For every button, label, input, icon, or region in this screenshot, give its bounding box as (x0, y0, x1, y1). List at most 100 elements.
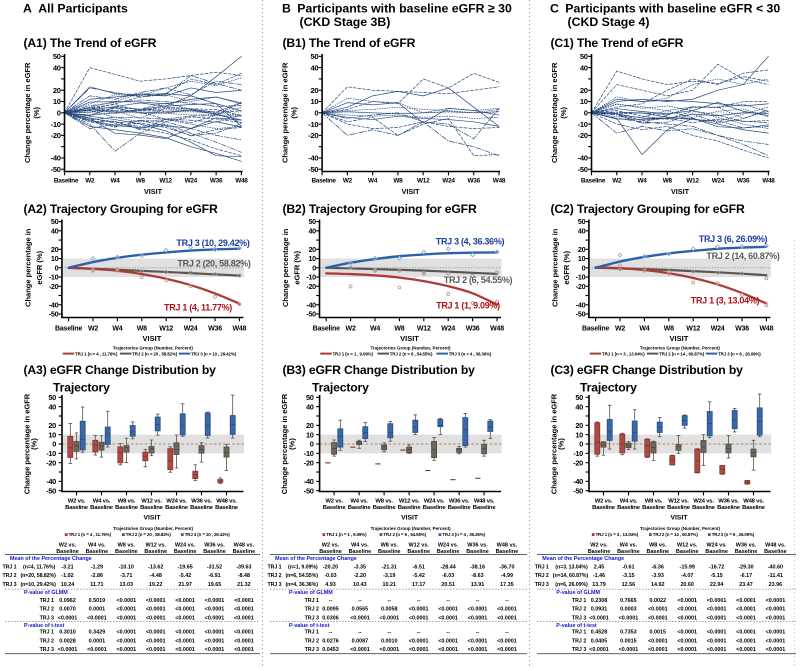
svg-text:--: -- (417, 630, 421, 636)
svg-text:20: 20 (308, 245, 316, 254)
svg-text:Change percentage in eGFR: Change percentage in eGFR (281, 62, 290, 163)
svg-text:<0.0001: <0.0001 (648, 638, 668, 644)
svg-text:Baseline: Baseline (692, 505, 716, 511)
svg-text:(n=6, 54.55%): (n=6, 54.55%) (286, 573, 319, 579)
svg-text:Baseline: Baseline (423, 505, 447, 511)
svg-text:(n=1, 9.09%): (n=1, 9.09%) (288, 564, 318, 570)
svg-text:TRJ 2 (20, 58.82%): TRJ 2 (20, 58.82%) (177, 259, 250, 269)
svg-text:-40.60: -40.60 (768, 564, 783, 570)
svg-text:Baseline: Baseline (140, 505, 164, 511)
svg-text:-20: -20 (573, 458, 583, 467)
svg-text:W24: W24 (441, 326, 455, 333)
svg-text:W24: W24 (712, 178, 725, 185)
svg-text:Baseline: Baseline (313, 326, 340, 333)
svg-text:0.0565: 0.0565 (352, 607, 369, 613)
svg-text:Baseline: Baseline (735, 549, 758, 555)
svg-text:-40: -40 (51, 154, 61, 163)
svg-text:12.56: 12.56 (622, 582, 636, 588)
svg-text:(%): (%) (32, 106, 41, 118)
svg-text:(A1) The Trend of eGFR: (A1) The Trend of eGFR (24, 36, 157, 50)
svg-text:14.92: 14.92 (651, 582, 665, 588)
svg-text:0.7353: 0.7353 (620, 630, 637, 636)
svg-text:<0.0001: <0.0001 (707, 630, 727, 636)
svg-text:W12 vs.: W12 vs. (399, 498, 420, 504)
svg-text:(n=3, 13.04%): (n=3, 13.04%) (555, 564, 588, 570)
svg-text:0: 0 (314, 109, 318, 118)
svg-text:<0.0001: <0.0001 (175, 607, 195, 613)
svg-text:TRJ 3 (n = 4 , 36.36%): TRJ 3 (n = 4 , 36.36%) (442, 532, 485, 537)
svg-text:<0.0001: <0.0001 (146, 630, 166, 636)
svg-text:P-value of GLMM: P-value of GLMM (24, 590, 68, 596)
svg-text:-10: -10 (573, 449, 583, 458)
svg-text:<0.0001: <0.0001 (146, 647, 166, 653)
svg-text:-36.70: -36.70 (499, 564, 514, 570)
svg-text:0.0962: 0.0962 (59, 598, 76, 604)
svg-text:W2: W2 (85, 178, 95, 185)
svg-text:Baseline: Baseline (592, 505, 616, 511)
svg-text:<0.0001: <0.0001 (87, 647, 107, 653)
svg-text:-4.99: -4.99 (501, 573, 513, 579)
svg-text:Baseline: Baseline (319, 549, 342, 555)
svg-text:Baseline: Baseline (348, 505, 372, 511)
svg-text:--: -- (388, 598, 392, 604)
svg-text:TRJ 1 (4, 11.77%): TRJ 1 (4, 11.77%) (164, 303, 232, 313)
svg-text:C: C (550, 2, 559, 16)
svg-text:-10: -10 (576, 273, 586, 282)
svg-text:W12: W12 (159, 326, 173, 333)
svg-text:Change percentage in eGFR: Change percentage in eGFR (23, 62, 32, 163)
svg-text:TRJ 3 (6, 26.09%): TRJ 3 (6, 26.09%) (699, 234, 768, 244)
svg-text:<0.0001: <0.0001 (736, 616, 756, 622)
svg-text:<0.0001: <0.0001 (409, 647, 429, 653)
svg-text:<0.0001: <0.0001 (205, 638, 225, 644)
svg-text:<0.0001: <0.0001 (766, 638, 786, 644)
svg-text:10: 10 (48, 430, 56, 439)
svg-text:W8 vs.: W8 vs. (381, 543, 399, 549)
svg-text:0: 0 (579, 440, 583, 449)
svg-text:-50: -50 (308, 165, 318, 174)
svg-text:W4: W4 (110, 178, 120, 185)
svg-text:W48: W48 (490, 326, 504, 333)
svg-text:W48: W48 (493, 178, 506, 185)
svg-text:<0.0001: <0.0001 (677, 630, 697, 636)
svg-text:-15.99: -15.99 (680, 564, 695, 570)
svg-text:A: A (23, 2, 32, 16)
svg-text:40: 40 (578, 226, 586, 235)
svg-text:17.35: 17.35 (500, 582, 514, 588)
svg-text:W2 vs.: W2 vs. (59, 543, 77, 549)
svg-text:(%): (%) (557, 438, 566, 450)
svg-text:TRJ 3: TRJ 3 (305, 616, 319, 622)
svg-text:Baseline: Baseline (349, 549, 372, 555)
svg-text:-39.63: -39.63 (236, 564, 251, 570)
svg-text:<0.0001: <0.0001 (350, 647, 370, 653)
svg-text:TRJ 2: TRJ 2 (305, 638, 319, 644)
svg-text:W8: W8 (664, 326, 674, 333)
svg-text:P-value of GLMM: P-value of GLMM (289, 590, 333, 596)
svg-text:W2 vs.: W2 vs. (325, 498, 343, 504)
svg-text:17.17: 17.17 (412, 582, 426, 588)
svg-text:-10: -10 (51, 120, 61, 129)
svg-text:-10.10: -10.10 (119, 564, 134, 570)
svg-text:<0.0001: <0.0001 (234, 638, 254, 644)
svg-text:-5.42: -5.42 (413, 573, 425, 579)
svg-text:(n=14, 60.87%): (n=14, 60.87%) (553, 573, 589, 579)
svg-text:Baseline: Baseline (717, 505, 741, 511)
svg-text:--: -- (505, 598, 509, 604)
svg-text:-40: -40 (573, 477, 583, 486)
svg-text:(%): (%) (559, 106, 568, 118)
svg-text:(%): (%) (289, 106, 298, 118)
svg-text:0.0010: 0.0010 (381, 638, 398, 644)
svg-text:0: 0 (55, 263, 59, 272)
svg-text:-6.36: -6.36 (652, 564, 664, 570)
svg-text:TRJ 1: TRJ 1 (40, 598, 54, 604)
svg-text:<0.0001: <0.0001 (619, 616, 639, 622)
svg-text:0.2308: 0.2308 (591, 598, 608, 604)
svg-text:(C3) eGFR Change Distribution: (C3) eGFR Change Distribution by (551, 363, 744, 377)
svg-text:-20: -20 (308, 131, 318, 140)
svg-text:W4 vs.: W4 vs. (350, 498, 368, 504)
svg-text:-11.41: -11.41 (768, 573, 783, 579)
svg-text:TRJ 3: TRJ 3 (40, 616, 54, 622)
svg-text:-40: -40 (308, 154, 318, 163)
svg-text:-20: -20 (51, 131, 61, 140)
svg-text:-50: -50 (578, 165, 588, 174)
svg-text:W12 vs.: W12 vs. (141, 498, 162, 504)
